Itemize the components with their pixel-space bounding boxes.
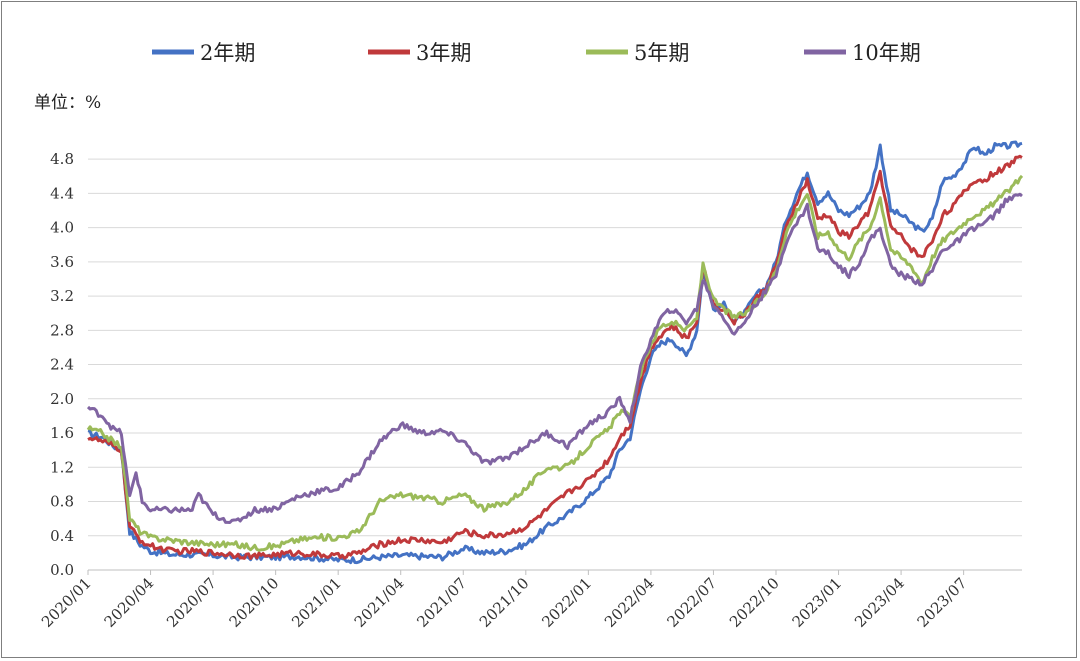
- x-tick-label: 2021/10: [476, 574, 533, 631]
- x-tick-label: 2021/04: [351, 574, 408, 631]
- y-tick-label: 2.0: [50, 390, 74, 408]
- y-tick-label: 1.2: [50, 458, 74, 476]
- series-line-1: [87, 140, 1023, 565]
- y-tick-label: 2.8: [50, 321, 74, 339]
- x-tick-label: 2023/01: [789, 574, 846, 631]
- y-tick-label: 4.4: [50, 184, 74, 202]
- legend: 2年期 3年期 5年期 10年期: [152, 41, 921, 65]
- series-line-4: [86, 192, 1023, 524]
- y-tick-label: 1.6: [50, 424, 74, 442]
- x-tick-label: 2023/07: [914, 574, 971, 631]
- series-line-2: [87, 154, 1023, 560]
- x-tick-label: 2020/04: [101, 574, 158, 631]
- y-tick-label: 3.2: [50, 287, 74, 305]
- legend-label-2: 3年期: [416, 41, 471, 65]
- x-tick-label: 2021/01: [288, 574, 345, 631]
- y-tick-label: 0.4: [50, 527, 74, 545]
- x-axis-ticks: 2020/01 2020/04 2020/07 2020/10 2021/01 2021/…: [38, 570, 970, 631]
- unit-label: 单位：%: [34, 93, 101, 113]
- legend-label-3: 5年期: [634, 41, 689, 65]
- x-tick-label: 2022/01: [538, 574, 595, 631]
- y-tick-label: 4.8: [50, 150, 74, 168]
- x-tick-label: 2020/10: [226, 574, 283, 631]
- series-line-3: [86, 174, 1024, 552]
- y-axis-ticks: 0.0 0.4 0.8 1.2 1.6 2.0 2.4 2.8 3.2 3.6 4.0 4.4 4.8: [50, 150, 74, 579]
- y-tick-label: 2.4: [50, 356, 74, 374]
- x-tick-label: 2022/07: [663, 574, 720, 631]
- series-lines: [86, 140, 1024, 565]
- y-tick-label: 0.8: [50, 493, 74, 511]
- x-tick-label: 2022/04: [601, 574, 658, 631]
- y-tick-label: 0.0: [50, 561, 74, 579]
- x-tick-label: 2022/10: [726, 574, 783, 631]
- x-tick-label: 2020/01: [38, 574, 95, 631]
- legend-label-4: 10年期: [852, 41, 921, 65]
- gridlines: [88, 158, 1022, 571]
- y-tick-label: 3.6: [50, 253, 74, 271]
- legend-label-1: 2年期: [200, 41, 255, 65]
- x-tick-label: 2023/04: [851, 574, 908, 631]
- x-tick-label: 2021/07: [413, 574, 470, 631]
- y-tick-label: 4.0: [50, 219, 74, 237]
- x-tick-label: 2020/07: [163, 574, 220, 631]
